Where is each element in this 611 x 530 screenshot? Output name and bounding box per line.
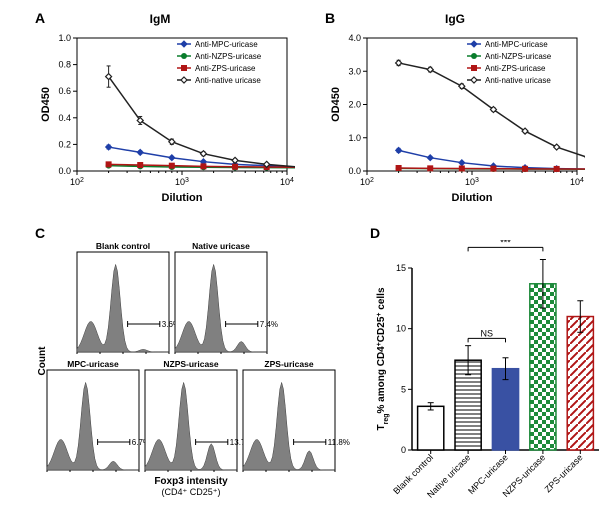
svg-text:15: 15 [396,263,406,273]
svg-text:Dilution: Dilution [452,192,493,204]
svg-text:Foxp3 intensity: Foxp3 intensity [154,476,228,487]
panel-b-title: IgG [395,12,515,26]
svg-text:3.0: 3.0 [348,66,361,76]
svg-text:0.8: 0.8 [58,60,71,70]
panel-a-chart: 0.0 0.2 0.4 0.6 0.8 1.0 102 103 104 Dilution OD450… [35,30,295,205]
svg-text:5: 5 [401,384,406,394]
svg-text:104: 104 [570,177,584,188]
svg-text:102: 102 [70,177,84,188]
svg-text:103: 103 [175,177,189,188]
panel-b-chart: 0.0 1.0 2.0 3.0 4.0 102 103 104 Dilution OD450 Ant… [325,30,585,205]
svg-text:Anti-ZPS-uricase: Anti-ZPS-uricase [485,64,546,73]
svg-text:Blank control: Blank control [96,241,150,251]
svg-text:7.4%: 7.4% [260,320,278,329]
svg-text:1.0: 1.0 [58,33,71,43]
svg-text:2.0: 2.0 [348,100,361,110]
panel-d-barchart: 051015Treg% among CD4+CD25+ cellsBlank c… [370,240,605,530]
svg-text:ZPS-uricase: ZPS-uricase [543,452,585,494]
panel-a-title: IgM [100,12,220,26]
svg-text:0.2: 0.2 [58,139,71,149]
svg-text:0.0: 0.0 [348,166,361,176]
svg-text:Anti-ZPS-uricase: Anti-ZPS-uricase [195,64,256,73]
svg-text:0.6: 0.6 [58,86,71,96]
svg-text:Anti-NZPS-uricase: Anti-NZPS-uricase [485,52,552,61]
svg-text:103: 103 [465,177,479,188]
svg-text:4.0: 4.0 [348,33,361,43]
svg-text:104: 104 [280,177,294,188]
svg-text:102: 102 [360,177,374,188]
panel-a-label: A [35,10,45,26]
svg-text:***: *** [500,240,511,247]
svg-text:Native uricase: Native uricase [192,241,250,251]
svg-text:Anti-MPC-uricase: Anti-MPC-uricase [485,40,548,49]
svg-text:Anti-NZPS-uricase: Anti-NZPS-uricase [195,52,262,61]
panel-d-label: D [370,225,380,241]
svg-text:11.8%: 11.8% [328,438,350,447]
svg-text:OD450: OD450 [330,87,342,122]
panel-b-label: B [325,10,335,26]
svg-text:(CD4⁺ CD25⁺): (CD4⁺ CD25⁺) [161,487,220,497]
svg-text:10: 10 [396,324,406,334]
svg-text:NS: NS [481,328,494,338]
svg-text:Anti-MPC-uricase: Anti-MPC-uricase [195,40,258,49]
svg-text:0.0: 0.0 [58,166,71,176]
svg-text:1.0: 1.0 [348,133,361,143]
svg-text:Anti-native uricase: Anti-native uricase [485,76,551,85]
svg-text:Anti-native uricase: Anti-native uricase [195,76,261,85]
svg-text:OD450: OD450 [40,87,52,122]
svg-text:NZPS-uricase: NZPS-uricase [163,359,219,369]
svg-text:0.4: 0.4 [58,113,71,123]
svg-text:ZPS-uricase: ZPS-uricase [264,359,313,369]
svg-text:0: 0 [401,445,406,455]
svg-text:Count: Count [37,346,48,376]
svg-text:Treg% among CD4+CD25+ cells: Treg% among CD4+CD25+ cells [376,287,390,430]
panel-c-flow: Blank control3.6%Native uricase7.4%MPC-u… [35,238,355,528]
svg-text:Dilution: Dilution [162,192,203,204]
svg-text:MPC-uricase: MPC-uricase [67,359,119,369]
